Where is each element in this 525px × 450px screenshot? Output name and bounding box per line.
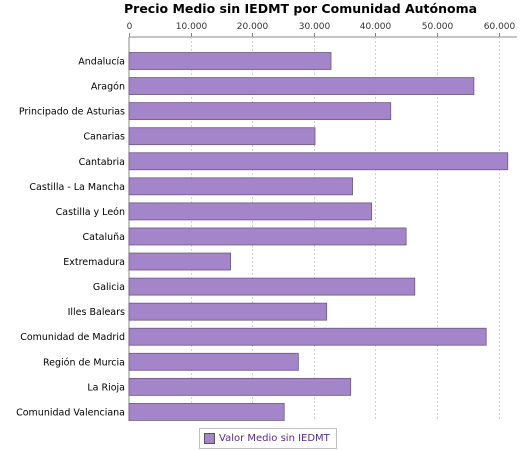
bar <box>128 127 316 146</box>
x-tick-label: 60.000 <box>484 22 516 32</box>
category-label: La Rioja <box>87 382 125 393</box>
x-tick-label: 10.000 <box>176 22 208 32</box>
bar <box>128 202 373 221</box>
category-label: Aragón <box>91 82 125 93</box>
bar <box>128 227 407 246</box>
category-label: Illes Balears <box>68 307 125 318</box>
bar <box>128 403 285 421</box>
bar <box>128 177 353 196</box>
category-label: Principado de Asturias <box>19 107 125 118</box>
category-label: Extremadura <box>63 257 125 268</box>
category-label: Galicia <box>93 282 125 293</box>
legend-swatch <box>204 433 215 444</box>
category-label: Región de Murcia <box>43 357 125 368</box>
x-tick-label: 20.000 <box>237 22 269 32</box>
x-tick-label: 40.000 <box>360 22 392 32</box>
bar <box>128 102 392 121</box>
bar <box>128 377 352 396</box>
category-label: Cataluña <box>82 232 125 243</box>
x-tick-label: 30.000 <box>299 22 331 32</box>
category-label: Comunidad Valenciana <box>16 407 125 418</box>
x-tick-label: 0 <box>127 22 133 32</box>
bar <box>128 77 475 95</box>
chart-title: Precio Medio sin IEDMT por Comunidad Aut… <box>124 1 478 16</box>
bar <box>128 277 416 296</box>
category-label: Andalucía <box>78 57 125 68</box>
bar <box>128 52 332 70</box>
bar <box>128 252 232 271</box>
category-label: Cantabria <box>79 157 125 168</box>
bar <box>128 302 328 321</box>
legend: Valor Medio sin IEDMT <box>199 428 337 449</box>
bar <box>128 327 487 346</box>
legend-label: Valor Medio sin IEDMT <box>219 433 330 444</box>
category-label: Castilla - La Mancha <box>29 182 125 193</box>
category-label: Castilla y León <box>56 207 125 218</box>
x-tick-label: 50.000 <box>422 22 454 32</box>
bar <box>128 152 509 171</box>
category-label: Comunidad de Madrid <box>20 332 125 343</box>
bar <box>128 352 299 371</box>
category-label: Canarias <box>83 132 125 143</box>
